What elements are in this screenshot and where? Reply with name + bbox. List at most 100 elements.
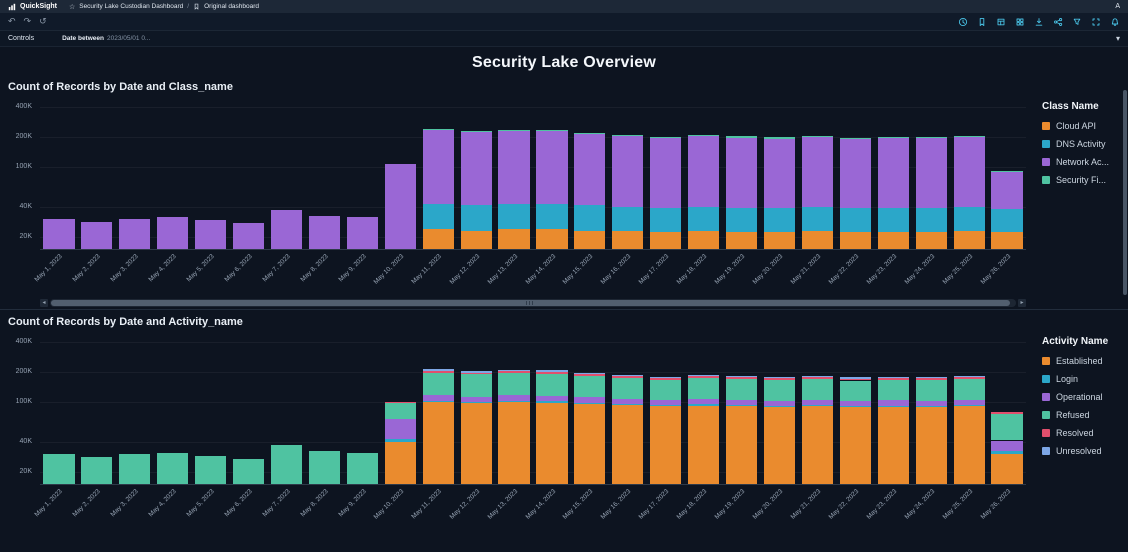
bar-segment[interactable] xyxy=(991,412,1023,414)
bookmark-icon[interactable] xyxy=(977,17,987,27)
bar-segment[interactable] xyxy=(119,454,151,484)
bar-segment[interactable] xyxy=(763,406,796,408)
legend-item[interactable]: Refused xyxy=(1042,410,1122,420)
bar-segment[interactable] xyxy=(460,205,492,231)
bar-segment[interactable] xyxy=(726,207,758,233)
bar-segment[interactable] xyxy=(650,138,682,208)
bar-segment[interactable] xyxy=(953,405,985,407)
bar-segment[interactable] xyxy=(763,380,796,401)
bar-segment[interactable] xyxy=(650,207,682,233)
bar-segment[interactable] xyxy=(346,217,378,249)
bar-segment[interactable] xyxy=(801,206,833,231)
bar[interactable] xyxy=(78,334,116,484)
bar-segment[interactable] xyxy=(574,376,606,398)
bar-segment[interactable] xyxy=(81,457,113,484)
table-icon[interactable] xyxy=(996,17,1006,27)
bar[interactable] xyxy=(836,334,874,484)
bar-segment[interactable] xyxy=(688,405,720,484)
bar-segment[interactable] xyxy=(839,400,871,406)
bar-segment[interactable] xyxy=(536,371,568,374)
bar-segment[interactable] xyxy=(726,406,758,484)
bar-segment[interactable] xyxy=(384,439,416,442)
filter-icon[interactable] xyxy=(1072,17,1082,27)
bar-segment[interactable] xyxy=(726,376,758,378)
bar[interactable] xyxy=(192,99,230,249)
bar[interactable] xyxy=(419,99,457,249)
bar-segment[interactable] xyxy=(763,377,796,379)
bar-segment[interactable] xyxy=(536,395,568,402)
bar[interactable] xyxy=(988,99,1026,249)
bar-segment[interactable] xyxy=(877,376,909,379)
bar-segment[interactable] xyxy=(839,137,871,139)
bar[interactable] xyxy=(154,99,192,249)
bar-segment[interactable] xyxy=(839,380,871,401)
bar-segment[interactable] xyxy=(991,413,1023,441)
bar-segment[interactable] xyxy=(650,376,682,378)
legend-item[interactable]: Cloud API xyxy=(1042,121,1122,131)
bar-segment[interactable] xyxy=(801,379,833,400)
bar-segment[interactable] xyxy=(763,407,796,484)
bar-segment[interactable] xyxy=(270,210,303,249)
bar[interactable] xyxy=(798,99,836,249)
bar-segment[interactable] xyxy=(801,377,833,380)
bar-segment[interactable] xyxy=(308,451,340,484)
bar-segment[interactable] xyxy=(915,232,947,249)
bar-segment[interactable] xyxy=(991,208,1023,233)
bar-segment[interactable] xyxy=(384,403,416,420)
bar-segment[interactable] xyxy=(195,455,227,484)
bar-segment[interactable] xyxy=(877,207,909,233)
bar-segment[interactable] xyxy=(43,218,75,249)
bar-segment[interactable] xyxy=(650,406,682,484)
bar-segment[interactable] xyxy=(991,454,1023,484)
bar-segment[interactable] xyxy=(953,399,985,406)
redo-icon[interactable]: ↷ xyxy=(23,16,32,26)
bar-segment[interactable] xyxy=(877,400,909,406)
bar-segment[interactable] xyxy=(422,369,454,371)
bar-segment[interactable] xyxy=(574,402,606,405)
bar-segment[interactable] xyxy=(308,215,340,249)
bar[interactable] xyxy=(381,99,419,249)
collapse-controls-icon[interactable]: ▾ xyxy=(1115,33,1120,43)
date-filter-control[interactable]: Date between 2023/05/01 0... xyxy=(62,35,150,42)
bar[interactable] xyxy=(761,334,799,484)
bar-segment[interactable] xyxy=(195,220,227,249)
bar-segment[interactable] xyxy=(536,204,568,229)
bar-segment[interactable] xyxy=(574,404,606,484)
bar-segment[interactable] xyxy=(915,407,947,484)
bar[interactable] xyxy=(950,334,988,484)
bar-segment[interactable] xyxy=(460,372,492,375)
bar-segment[interactable] xyxy=(574,230,606,249)
bar-segment[interactable] xyxy=(801,376,833,378)
bar-segment[interactable] xyxy=(574,397,606,403)
bar[interactable] xyxy=(40,99,78,249)
bar-segment[interactable] xyxy=(801,406,833,484)
bar-segment[interactable] xyxy=(877,378,909,380)
vertical-scrollbar[interactable] xyxy=(1123,90,1127,295)
bar-segment[interactable] xyxy=(953,137,985,207)
bar[interactable] xyxy=(874,334,912,484)
bar-segment[interactable] xyxy=(688,134,720,137)
bar[interactable] xyxy=(154,334,192,484)
bar[interactable] xyxy=(647,99,685,249)
bar-segment[interactable] xyxy=(688,206,720,231)
horizontal-scrollbar[interactable]: ◂ ▸ xyxy=(40,298,1026,307)
bar-segment[interactable] xyxy=(536,129,568,132)
bar-segment[interactable] xyxy=(612,230,644,249)
bar-segment[interactable] xyxy=(81,221,113,249)
bar-segment[interactable] xyxy=(877,232,909,249)
bar[interactable] xyxy=(836,99,874,249)
bar-segment[interactable] xyxy=(726,379,758,400)
bar-segment[interactable] xyxy=(384,419,416,440)
bar-segment[interactable] xyxy=(877,136,909,139)
bar[interactable] xyxy=(609,334,647,484)
bar[interactable] xyxy=(685,334,723,484)
bar-segment[interactable] xyxy=(574,373,606,375)
bar[interactable] xyxy=(571,334,609,484)
bar-segment[interactable] xyxy=(498,373,530,396)
bar-segment[interactable] xyxy=(991,172,1023,209)
bar-segment[interactable] xyxy=(726,377,758,380)
bar-segment[interactable] xyxy=(422,228,454,249)
legend-item[interactable]: Operational xyxy=(1042,392,1122,402)
bar-segment[interactable] xyxy=(460,371,492,373)
reset-icon[interactable]: ↺ xyxy=(39,16,47,26)
